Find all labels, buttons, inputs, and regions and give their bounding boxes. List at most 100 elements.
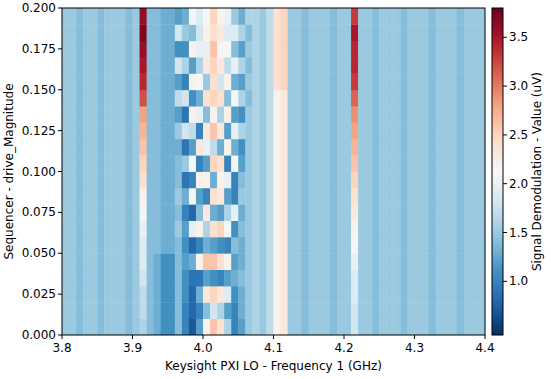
cell (450, 302, 457, 319)
cell (309, 319, 316, 335)
cell (224, 122, 231, 139)
cell (76, 8, 83, 25)
cell (203, 8, 210, 25)
cell (97, 221, 104, 238)
cell (344, 221, 351, 238)
cell (302, 286, 309, 303)
cell (231, 90, 238, 107)
cell (415, 57, 422, 74)
cell (217, 302, 224, 319)
cell (351, 302, 358, 319)
cell (140, 106, 147, 123)
cell (76, 24, 83, 41)
cell (104, 24, 111, 41)
cell (443, 24, 450, 41)
cell (415, 302, 422, 319)
cell (450, 237, 457, 254)
cell (330, 270, 337, 287)
cell (133, 8, 140, 25)
cell (259, 221, 266, 238)
colorbar-tick (503, 86, 507, 87)
cell (429, 139, 436, 156)
cell (450, 41, 457, 58)
colorbar-tick-label: 1.0 (509, 274, 528, 288)
cell (182, 90, 189, 107)
cell (154, 253, 161, 270)
cell (464, 122, 471, 139)
cell (245, 106, 252, 123)
cell (210, 172, 217, 189)
cell (111, 253, 118, 270)
cell (436, 155, 443, 172)
cell (238, 8, 245, 25)
cell (259, 253, 266, 270)
cell (259, 155, 266, 172)
cell (175, 106, 182, 123)
cell (302, 188, 309, 205)
cell (210, 302, 217, 319)
cell (464, 302, 471, 319)
cell (344, 188, 351, 205)
cell (407, 204, 414, 221)
cell (147, 155, 154, 172)
cell (330, 122, 337, 139)
cell (386, 188, 393, 205)
cell (407, 253, 414, 270)
cell (118, 8, 125, 25)
cell (252, 319, 259, 335)
cell (104, 221, 111, 238)
cell (351, 8, 358, 25)
cell (133, 106, 140, 123)
cell (182, 24, 189, 41)
cell (245, 286, 252, 303)
cell (309, 73, 316, 90)
cell (62, 139, 69, 156)
cell (203, 253, 210, 270)
cell (323, 286, 330, 303)
cell (210, 155, 217, 172)
cell (189, 155, 196, 172)
cell (351, 172, 358, 189)
cell (104, 172, 111, 189)
cell (436, 221, 443, 238)
cell (97, 24, 104, 41)
cell (252, 57, 259, 74)
cell (69, 270, 76, 287)
cell (337, 73, 344, 90)
cell (154, 237, 161, 254)
cell (90, 106, 97, 123)
cell (457, 24, 464, 41)
cell (111, 122, 118, 139)
cell (231, 24, 238, 41)
cell (309, 24, 316, 41)
cell (464, 270, 471, 287)
cell (478, 253, 485, 270)
cell (457, 319, 464, 335)
cell (450, 286, 457, 303)
cell (386, 24, 393, 41)
cell (217, 41, 224, 58)
cell (422, 73, 429, 90)
cell (154, 24, 161, 41)
cell (245, 57, 252, 74)
cell (76, 204, 83, 221)
cell (238, 253, 245, 270)
cell (330, 172, 337, 189)
cell (393, 73, 400, 90)
cell (309, 122, 316, 139)
cell (140, 270, 147, 287)
cell (281, 8, 288, 25)
cell (259, 106, 266, 123)
cell (76, 139, 83, 156)
cell (429, 188, 436, 205)
y-tick (58, 171, 62, 172)
cell (140, 286, 147, 303)
cell (76, 90, 83, 107)
cell (365, 253, 372, 270)
cell (154, 286, 161, 303)
cell (379, 24, 386, 41)
cell (478, 270, 485, 287)
cell (69, 286, 76, 303)
cell (231, 302, 238, 319)
cell (154, 270, 161, 287)
